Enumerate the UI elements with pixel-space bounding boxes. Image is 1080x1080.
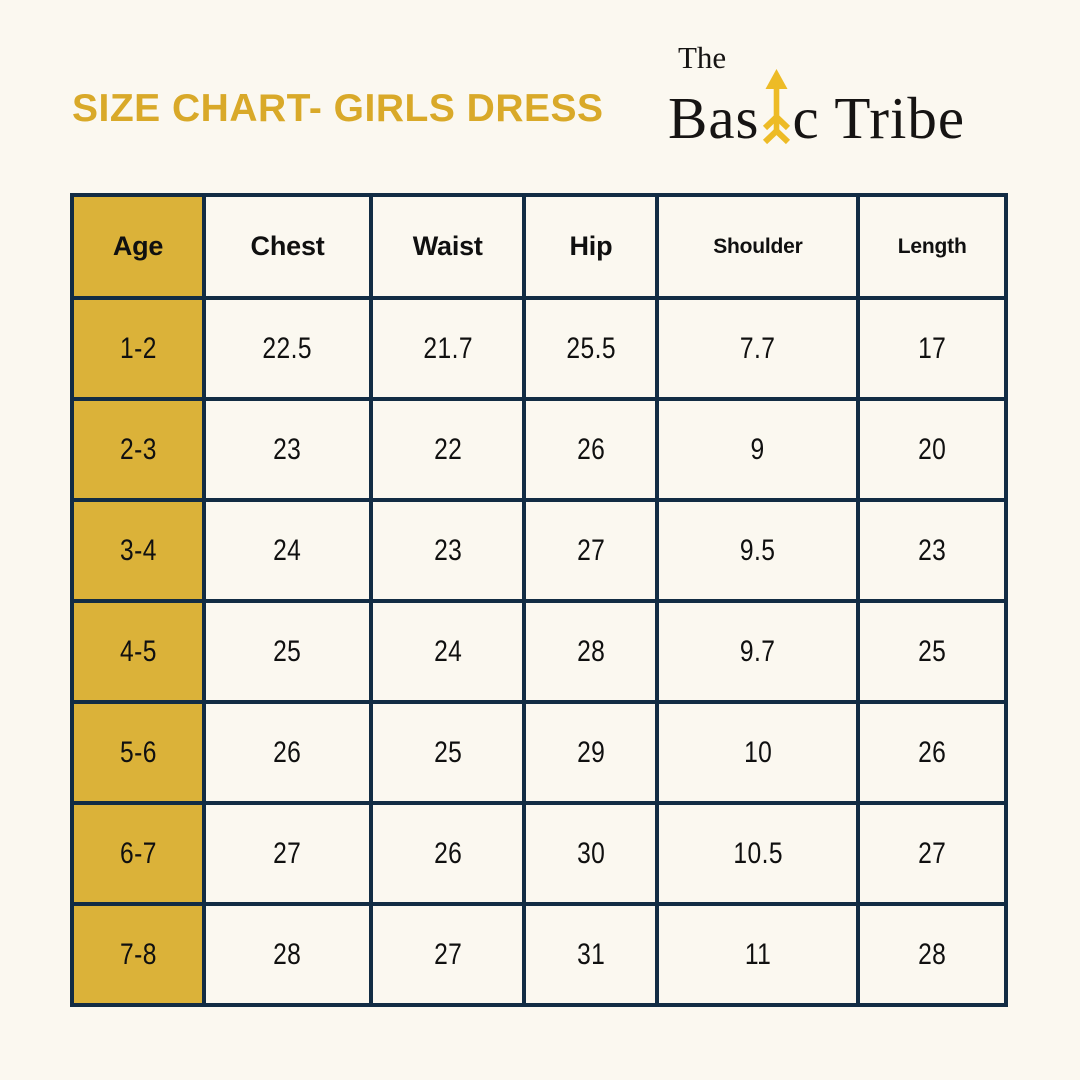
cell-value: 26 [918,735,947,769]
value-cell: 24 [373,603,523,700]
cell-value: 2-3 [119,432,157,466]
cell-value: 22 [433,432,462,466]
value-cell: 20 [860,401,1004,498]
value-cell: 27 [526,502,656,599]
cell-value: 28 [273,937,302,971]
value-cell: 26 [526,401,656,498]
header-cell-hip: Hip [526,197,656,296]
cell-value: 31 [576,937,606,971]
value-cell: 31 [526,906,656,1003]
value-cell: 30 [526,805,656,902]
age-cell: 6-7 [74,805,203,902]
cell-value: 23 [433,533,462,567]
cell-value: 1-2 [119,331,157,365]
cell-value: 11 [744,937,772,971]
value-cell: 23 [373,502,523,599]
age-cell: 1-2 [74,300,203,397]
up-arrow-icon [762,69,790,145]
value-cell: 23 [860,502,1004,599]
value-cell: 25.5 [526,300,656,397]
cell-value: 23 [918,533,947,567]
cell-value: 27 [918,836,947,870]
cell-value: 28 [576,634,606,668]
value-cell: 28 [860,906,1004,1003]
value-cell: 9.5 [659,502,857,599]
logo-the-text: The [678,40,727,75]
cell-value: 10.5 [733,836,783,870]
cell-value: 21.7 [422,331,473,365]
cell-value: 22.5 [262,331,313,365]
value-cell: 28 [206,906,370,1003]
size-table: Age Chest Waist Hip Shoulder Length 1-2 22.5 21.… [70,193,1008,1007]
cell-value: 28 [918,937,947,971]
value-cell: 28 [526,603,656,700]
cell-value: 27 [576,533,606,567]
cell-value: 26 [433,836,462,870]
value-cell: 24 [206,502,370,599]
cell-value: 5-6 [119,735,157,769]
value-cell: 22.5 [206,300,370,397]
cell-value: 25 [918,634,947,668]
cell-value: 9 [750,432,765,466]
cell-value: 25.5 [566,331,616,365]
cell-value: 7.7 [740,331,776,365]
cell-value: 24 [433,634,462,668]
value-cell: 23 [206,401,370,498]
cell-value: 23 [273,432,302,466]
header-cell-chest: Chest [206,197,370,296]
cell-value: 27 [273,836,302,870]
cell-value: 26 [576,432,606,466]
logo-brand-text: Bas c Tribe [668,69,1008,148]
value-cell: 22 [373,401,523,498]
cell-value: 29 [576,735,606,769]
cell-value: 10 [743,735,773,769]
value-cell: 10 [659,704,857,801]
value-cell: 26 [860,704,1004,801]
cell-value: 6-7 [119,836,157,870]
value-cell: 26 [206,704,370,801]
value-cell: 26 [373,805,523,902]
cell-value: 7-8 [119,937,157,971]
value-cell: 27 [206,805,370,902]
header-cell-shoulder: Shoulder [659,197,857,296]
value-cell: 11 [659,906,857,1003]
value-cell: 10.5 [659,805,857,902]
cell-value: 26 [273,735,302,769]
header-cell-age: Age [74,197,203,296]
header-cell-waist: Waist [373,197,523,296]
cell-value: 25 [433,735,462,769]
age-cell: 4-5 [74,603,203,700]
cell-value: 3-4 [119,533,157,567]
value-cell: 21.7 [373,300,523,397]
value-cell: 25 [373,704,523,801]
value-cell: 25 [206,603,370,700]
value-cell: 25 [860,603,1004,700]
cell-value: 9.5 [740,533,776,567]
age-cell: 7-8 [74,906,203,1003]
cell-value: 17 [918,331,947,365]
cell-value: 27 [433,937,462,971]
age-cell: 2-3 [74,401,203,498]
brand-logo: The Bas c Tribe [668,42,1008,148]
page-title: SIZE CHART- GIRLS DRESS [72,87,604,130]
value-cell: 27 [860,805,1004,902]
cell-value: 9.7 [740,634,776,668]
age-cell: 3-4 [74,502,203,599]
value-cell: 29 [526,704,656,801]
cell-value: 4-5 [119,634,157,668]
cell-value: 30 [576,836,606,870]
cell-value: 24 [273,533,302,567]
header-cell-length: Length [860,197,1004,296]
age-cell: 5-6 [74,704,203,801]
logo-text-c-tribe: c Tribe [792,85,966,151]
value-cell: 7.7 [659,300,857,397]
cell-value: 25 [273,634,302,668]
value-cell: 9 [659,401,857,498]
cell-value: 20 [918,432,947,466]
value-cell: 17 [860,300,1004,397]
value-cell: 9.7 [659,603,857,700]
logo-text-bas: Bas [668,85,760,151]
value-cell: 27 [373,906,523,1003]
